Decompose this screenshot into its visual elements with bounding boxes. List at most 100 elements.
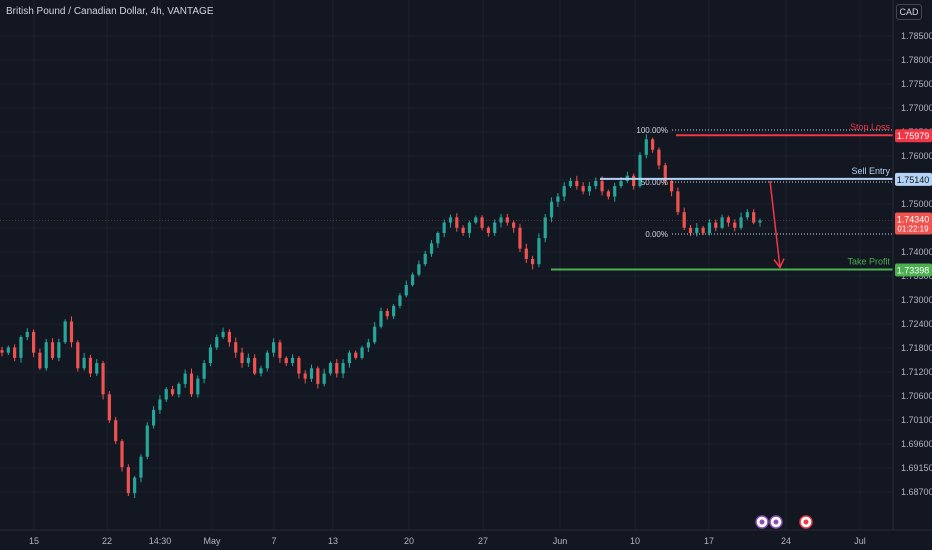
price-tick-label: 1.69600 <box>901 439 932 449</box>
candle-body <box>436 232 440 244</box>
candle-body <box>752 212 756 223</box>
candle <box>745 209 749 220</box>
candle <box>196 375 200 398</box>
candle-body <box>448 217 453 223</box>
time-tick-label: 13 <box>328 536 338 546</box>
countdown-label: 01:22:19 <box>897 224 929 233</box>
candle <box>164 387 168 402</box>
candle <box>88 354 93 378</box>
candle <box>739 212 743 230</box>
candle-body <box>619 180 623 187</box>
candle-body <box>6 347 10 353</box>
candle-body <box>215 337 219 348</box>
candle-body <box>189 373 194 395</box>
candle <box>76 340 80 372</box>
time-tick-label: 14:30 <box>149 536 172 546</box>
candle <box>170 385 175 397</box>
event-icon-dot <box>759 519 765 525</box>
candle <box>221 327 225 340</box>
time-tick-label: 15 <box>29 536 39 546</box>
candle-body <box>13 347 17 358</box>
candle-body <box>644 139 648 155</box>
candle <box>309 364 314 382</box>
price-tick-label: 1.75000 <box>901 199 932 209</box>
candle <box>189 368 194 398</box>
event-icon <box>755 515 769 529</box>
take-profit-badge <box>895 263 932 277</box>
time-tick-label: 22 <box>102 536 112 546</box>
candle-body <box>335 363 339 374</box>
time-tick-label: 27 <box>478 536 488 546</box>
candle <box>360 345 364 360</box>
candle-body <box>19 337 23 358</box>
candle <box>568 177 573 188</box>
candle <box>139 454 143 483</box>
candle-body <box>707 222 712 233</box>
candle <box>410 272 415 287</box>
candle <box>644 134 648 159</box>
price-tick-label: 1.77500 <box>901 79 932 89</box>
candle <box>404 280 408 298</box>
time-tick-label: Jul <box>854 536 866 546</box>
candle-body <box>739 217 743 228</box>
candle <box>461 225 465 236</box>
candle <box>638 152 642 188</box>
candle <box>95 359 99 377</box>
current-price-badge <box>895 212 932 235</box>
candle-body <box>145 425 149 457</box>
candle-body <box>303 373 307 379</box>
candle-body <box>328 363 333 374</box>
candle-body <box>461 227 465 233</box>
candle-body <box>95 363 99 374</box>
candle <box>663 162 667 186</box>
candle-body <box>63 321 67 343</box>
candle <box>114 416 118 444</box>
price-tick-label: 1.78500 <box>901 31 932 41</box>
candle-body <box>246 357 250 364</box>
time-tick-label: Jun <box>553 536 568 546</box>
down-arrow-shaft <box>769 180 781 268</box>
candle-body <box>562 186 566 197</box>
candle <box>385 308 389 320</box>
candle-body <box>354 352 358 358</box>
candle-body <box>606 191 610 197</box>
candle <box>253 354 257 376</box>
candle-body <box>234 342 238 353</box>
candle <box>0 346 4 357</box>
event-icon-dot <box>773 519 779 525</box>
candle-body <box>669 180 674 192</box>
candle-body <box>663 165 667 181</box>
candle-body <box>0 350 4 353</box>
candle-body <box>745 212 749 218</box>
candle <box>448 214 453 228</box>
candle-body <box>31 331 36 353</box>
candle <box>575 175 579 190</box>
candle-body <box>202 363 206 379</box>
time-tick-label: 20 <box>404 536 414 546</box>
candle <box>549 197 554 223</box>
candle <box>31 329 36 358</box>
candle <box>303 370 307 384</box>
candle-body <box>587 186 592 192</box>
candle-body <box>657 149 661 166</box>
candle <box>474 215 478 225</box>
candle-body <box>265 352 269 369</box>
take-profit-label: Take Profit <box>847 257 890 267</box>
candle <box>227 329 231 347</box>
candle <box>13 344 17 362</box>
fib-label: 100.00% <box>636 126 668 135</box>
time-tick-label: May <box>203 536 221 546</box>
currency-button[interactable]: CAD <box>896 4 922 20</box>
candle <box>417 260 421 277</box>
price-tick-label: 1.69150 <box>901 463 932 473</box>
candle <box>442 219 446 238</box>
candle <box>606 189 610 200</box>
candle <box>752 209 756 225</box>
candle <box>714 219 718 232</box>
candle-body <box>537 238 541 265</box>
candle-body <box>688 227 693 233</box>
candle-body <box>455 217 459 228</box>
price-tick-label: 1.70600 <box>901 391 932 401</box>
price-tick-label: 1.71800 <box>901 343 932 353</box>
